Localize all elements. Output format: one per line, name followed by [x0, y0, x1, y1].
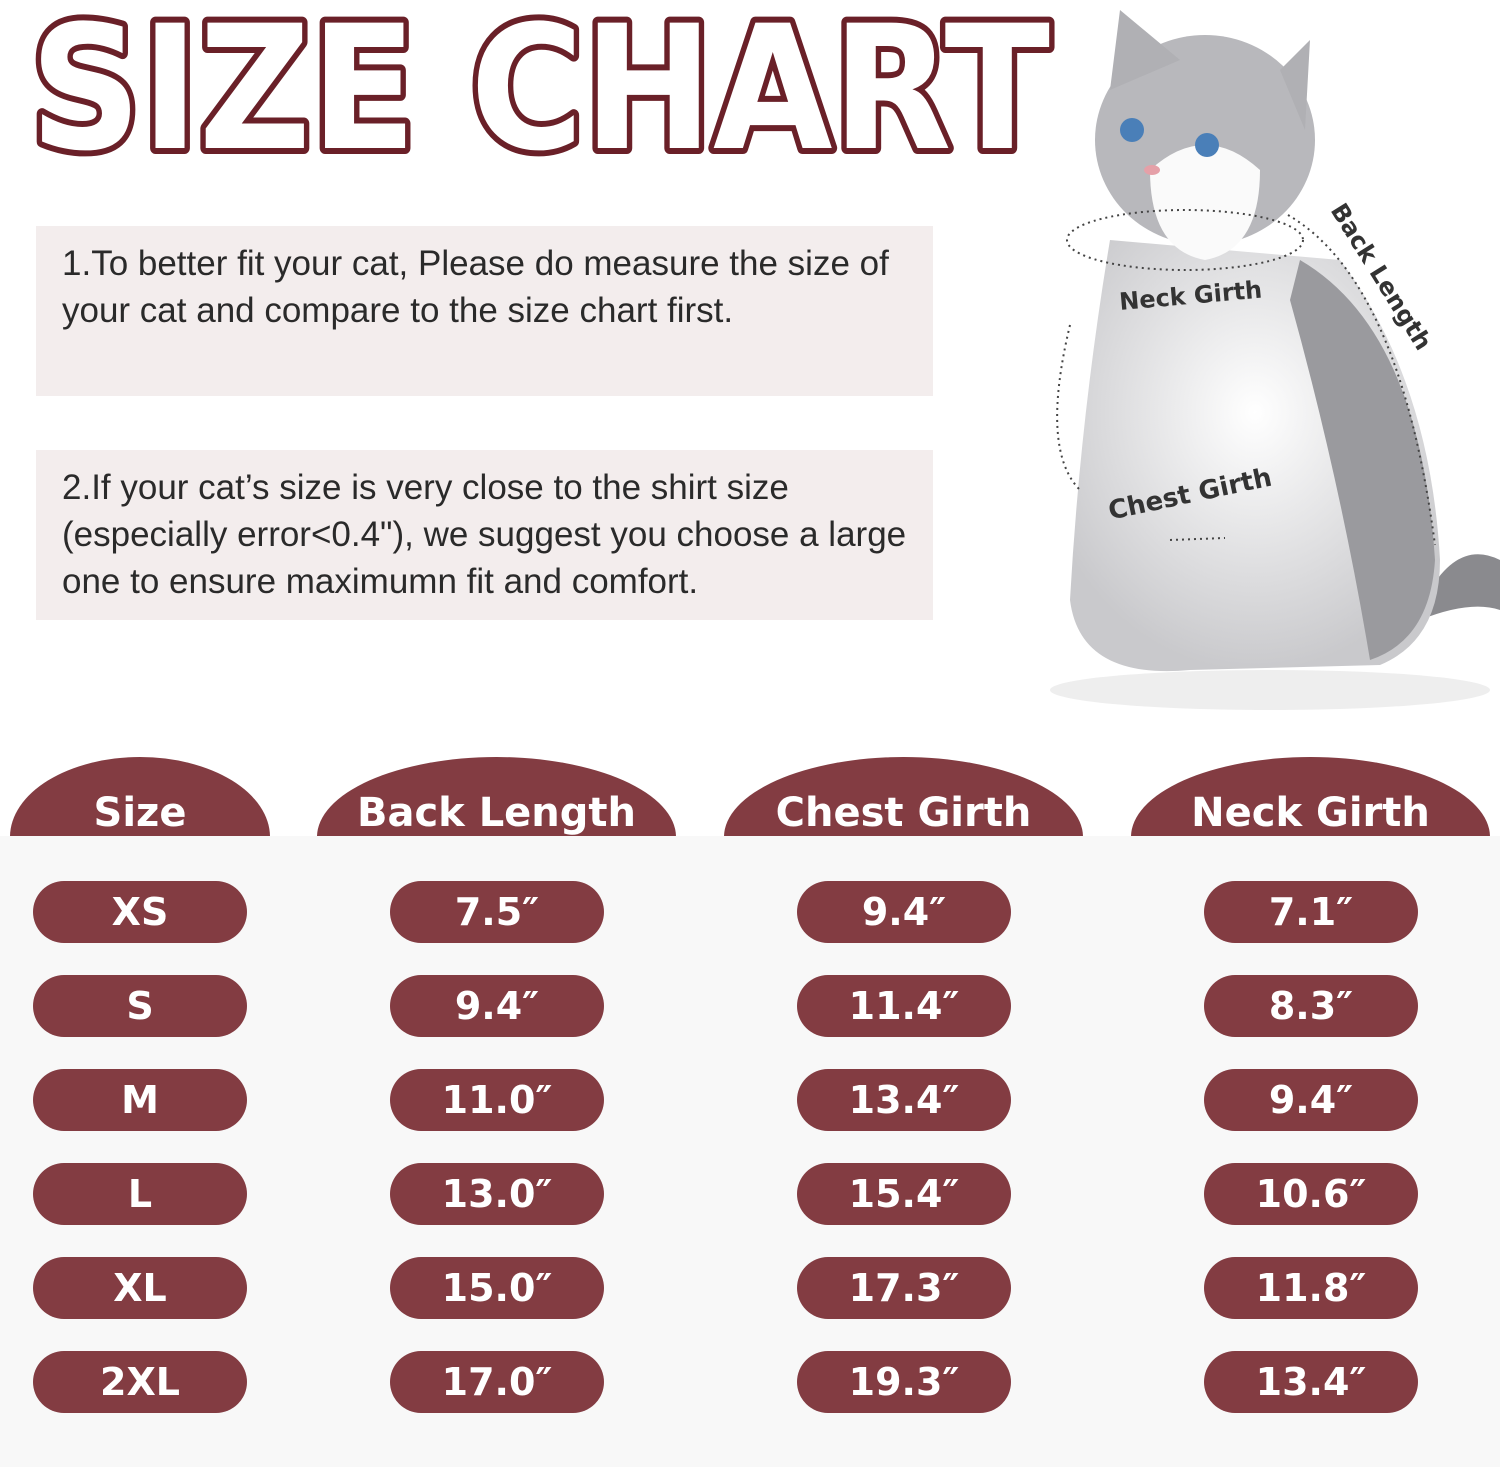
measurement-cell: 13.0″	[390, 1163, 604, 1225]
size-cell: XS	[33, 881, 247, 943]
measurement-cell: 9.4″	[797, 881, 1011, 943]
header-label: Neck Girth	[1191, 790, 1430, 836]
measurement-cell: 13.4″	[797, 1069, 1011, 1131]
column-header: Chest Girth	[724, 757, 1083, 836]
size-cell: M	[33, 1069, 247, 1131]
size-chart-title: SIZE CHART	[24, 0, 1056, 170]
column-header: Size	[10, 757, 270, 836]
size-cell: S	[33, 975, 247, 1037]
measurement-cell: 10.6″	[1204, 1163, 1418, 1225]
measurement-cell: 11.4″	[797, 975, 1011, 1037]
measurement-cell: 11.8″	[1204, 1257, 1418, 1319]
size-cell: L	[33, 1163, 247, 1225]
measurement-cell: 7.1″	[1204, 881, 1418, 943]
column-header: Back Length	[317, 757, 676, 836]
title-text: SIZE CHART	[30, 0, 1050, 170]
measurement-cell: 8.3″	[1204, 975, 1418, 1037]
header-label: Back Length	[356, 790, 637, 836]
measurement-cell: 9.4″	[1204, 1069, 1418, 1131]
measurement-cell: 17.0″	[390, 1351, 604, 1413]
measurement-cell: 17.3″	[797, 1257, 1011, 1319]
fit-note-2: 2.If your cat’s size is very close to th…	[36, 450, 933, 620]
header-label: Chest Girth	[775, 790, 1032, 836]
measurement-cell: 19.3″	[797, 1351, 1011, 1413]
measurement-cell: 11.0″	[390, 1069, 604, 1131]
measurement-cell: 15.4″	[797, 1163, 1011, 1225]
column-header: Neck Girth	[1131, 757, 1490, 836]
header-label: Size	[93, 790, 187, 836]
measurement-cell: 9.4″	[390, 975, 604, 1037]
measurement-cell: 13.4″	[1204, 1351, 1418, 1413]
fit-note-1: 1.To better fit your cat, Please do meas…	[36, 226, 933, 396]
cat-measurement-photo: Neck Girth Back Length Chest Girth	[1050, 10, 1500, 710]
measurement-cell: 15.0″	[390, 1257, 604, 1319]
size-cell: 2XL	[33, 1351, 247, 1413]
size-cell: XL	[33, 1257, 247, 1319]
measurement-cell: 7.5″	[390, 881, 604, 943]
